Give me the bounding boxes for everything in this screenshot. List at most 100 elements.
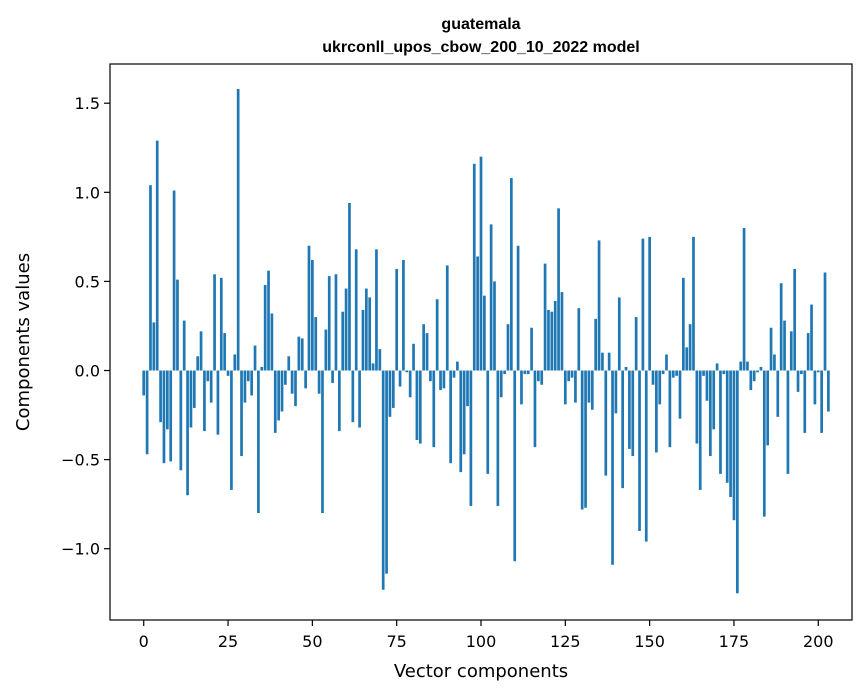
x-tick-label: 100 [466, 632, 497, 651]
bar [601, 352, 604, 371]
bar [685, 347, 689, 371]
bar [182, 320, 186, 371]
bar [456, 361, 459, 371]
bar [567, 370, 571, 382]
bar [246, 370, 250, 382]
bar [563, 370, 567, 405]
bar [297, 336, 301, 371]
chart-subtitle: ukrconll_upos_cbow_200_10_2022 model [322, 39, 639, 56]
bar [810, 304, 813, 371]
bar [388, 370, 392, 417]
bar [472, 163, 476, 371]
bar [614, 370, 618, 414]
bar [661, 370, 665, 375]
bar [634, 317, 638, 371]
bar [199, 331, 203, 371]
bar [206, 370, 210, 382]
bar [496, 370, 500, 506]
bar [435, 299, 439, 371]
bar [361, 309, 365, 371]
bar [267, 270, 270, 371]
bar [756, 370, 759, 373]
bar [331, 370, 334, 383]
bar [412, 343, 415, 371]
bar [762, 370, 766, 517]
bar [263, 284, 267, 371]
bar [597, 240, 601, 371]
bar [577, 308, 581, 371]
x-tick-label: 125 [550, 632, 581, 651]
bar [213, 274, 216, 371]
bar [311, 260, 314, 371]
chart-title: guatemala [441, 16, 520, 33]
bar [530, 327, 533, 371]
bar [270, 313, 274, 371]
bar [783, 320, 786, 371]
bar [705, 370, 709, 401]
bar [425, 333, 429, 371]
bar [678, 370, 682, 419]
bar [314, 317, 318, 371]
bar [334, 274, 338, 371]
bar [503, 370, 506, 375]
bar [648, 236, 651, 371]
bar [776, 370, 780, 417]
bar [749, 370, 753, 391]
bar [813, 370, 817, 405]
bar [827, 370, 830, 412]
bar [169, 370, 173, 462]
bar [709, 370, 712, 457]
bar [510, 178, 513, 371]
x-tick-label: 75 [387, 632, 407, 651]
bar [732, 370, 736, 521]
bar [560, 292, 564, 371]
bar [186, 370, 189, 496]
bar [449, 370, 452, 464]
bar [439, 370, 442, 391]
bar [553, 301, 557, 371]
bar [722, 370, 726, 375]
bar [742, 227, 746, 371]
bar [803, 370, 807, 433]
bar [520, 370, 523, 405]
bar [493, 281, 496, 371]
bar [462, 370, 466, 455]
bar [354, 249, 358, 371]
bar [759, 366, 763, 371]
bar [236, 88, 240, 371]
bar [816, 370, 820, 373]
bar [800, 370, 803, 375]
bar [371, 363, 375, 371]
bar [641, 238, 645, 371]
bar [506, 324, 510, 371]
bar [307, 245, 311, 371]
bar [638, 370, 641, 531]
bar [395, 268, 399, 371]
bar [557, 208, 560, 371]
bar [499, 370, 503, 398]
bar [665, 354, 668, 371]
bar [159, 370, 162, 423]
bar [257, 370, 260, 514]
x-tick-label: 25 [218, 632, 238, 651]
bar [692, 236, 695, 371]
bar [327, 276, 331, 371]
bars-group [142, 88, 830, 594]
bar [796, 370, 800, 392]
bar [368, 297, 372, 371]
bar [523, 370, 527, 375]
bar [628, 370, 631, 449]
y-tick-label: 1.0 [75, 183, 100, 202]
bar [408, 370, 412, 398]
bar [550, 311, 554, 371]
bar [540, 370, 544, 385]
bar [793, 268, 797, 371]
bar [729, 370, 732, 498]
bar [513, 370, 517, 562]
bar [570, 370, 574, 378]
bar [543, 263, 547, 371]
x-tick-label: 175 [719, 632, 750, 651]
bar [250, 370, 254, 396]
bar [574, 370, 577, 403]
bar [287, 356, 291, 371]
